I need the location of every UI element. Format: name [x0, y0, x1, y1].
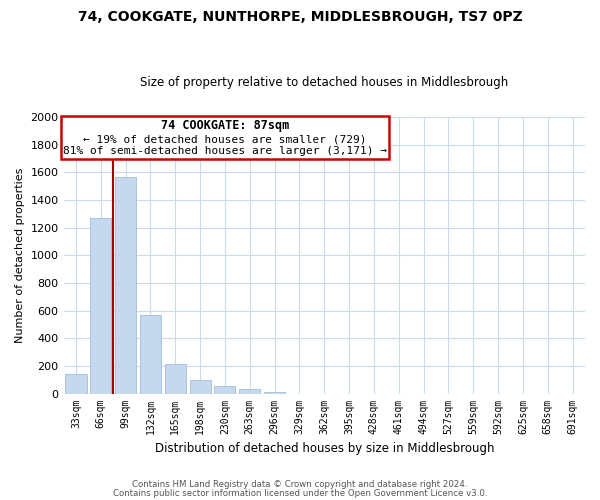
Text: 81% of semi-detached houses are larger (3,171) →: 81% of semi-detached houses are larger (…: [63, 146, 387, 156]
Bar: [90, 218, 112, 394]
Bar: [264, 392, 285, 394]
Bar: [239, 388, 260, 394]
X-axis label: Distribution of detached houses by size in Middlesbrough: Distribution of detached houses by size …: [155, 442, 494, 455]
FancyBboxPatch shape: [61, 116, 389, 158]
Bar: [140, 315, 161, 394]
Bar: [165, 364, 186, 394]
Bar: [115, 176, 136, 394]
Text: 74, COOKGATE, NUNTHORPE, MIDDLESBROUGH, TS7 0PZ: 74, COOKGATE, NUNTHORPE, MIDDLESBROUGH, …: [77, 10, 523, 24]
Text: Contains HM Land Registry data © Crown copyright and database right 2024.: Contains HM Land Registry data © Crown c…: [132, 480, 468, 489]
Bar: [214, 386, 235, 394]
Title: Size of property relative to detached houses in Middlesbrough: Size of property relative to detached ho…: [140, 76, 508, 90]
Text: Contains public sector information licensed under the Open Government Licence v3: Contains public sector information licen…: [113, 490, 487, 498]
Text: ← 19% of detached houses are smaller (729): ← 19% of detached houses are smaller (72…: [83, 134, 367, 144]
Bar: [190, 380, 211, 394]
Bar: [65, 374, 86, 394]
Y-axis label: Number of detached properties: Number of detached properties: [15, 168, 25, 343]
Text: 74 COOKGATE: 87sqm: 74 COOKGATE: 87sqm: [161, 120, 289, 132]
